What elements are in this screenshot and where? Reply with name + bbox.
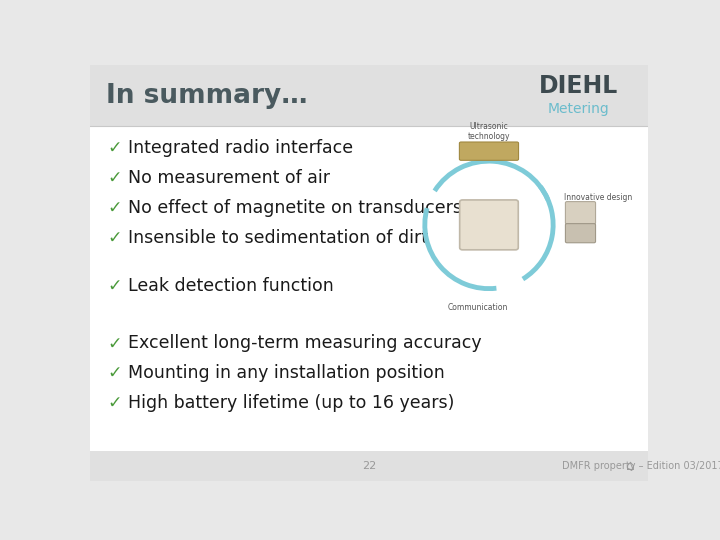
- Text: In summary…: In summary…: [106, 83, 307, 109]
- Text: ✓: ✓: [108, 334, 122, 353]
- Text: Metering: Metering: [547, 102, 609, 116]
- Text: Excellent long-term measuring accuracy: Excellent long-term measuring accuracy: [128, 334, 482, 353]
- Text: No measurement of air: No measurement of air: [128, 169, 330, 187]
- Text: Insensible to sedimentation of dirt: Insensible to sedimentation of dirt: [128, 229, 428, 247]
- Text: DIEHL: DIEHL: [539, 75, 618, 98]
- Bar: [90, 126, 648, 451]
- Text: ⌂: ⌂: [626, 458, 634, 472]
- Text: ✓: ✓: [108, 139, 122, 157]
- Text: High battery lifetime (up to 16 years): High battery lifetime (up to 16 years): [128, 394, 454, 412]
- Text: ✓: ✓: [108, 364, 122, 382]
- Text: Leak detection function: Leak detection function: [128, 277, 333, 295]
- Bar: [90, 65, 648, 126]
- Text: Innovative design: Innovative design: [564, 193, 633, 202]
- Text: ✓: ✓: [108, 394, 122, 412]
- Text: Ultrasonic
technology: Ultrasonic technology: [468, 122, 510, 141]
- Text: ✓: ✓: [108, 199, 122, 217]
- Bar: [90, 451, 648, 481]
- Text: ✓: ✓: [108, 277, 122, 295]
- Text: Communication: Communication: [448, 303, 508, 312]
- Text: Integrated radio interface: Integrated radio interface: [128, 139, 353, 157]
- Text: DMFR property – Edition 03/2017: DMFR property – Edition 03/2017: [562, 461, 720, 471]
- Text: No effect of magnetite on transducers: No effect of magnetite on transducers: [128, 199, 462, 217]
- FancyBboxPatch shape: [459, 142, 518, 160]
- Text: ✓: ✓: [108, 229, 122, 247]
- FancyBboxPatch shape: [459, 200, 518, 250]
- FancyBboxPatch shape: [565, 224, 595, 243]
- FancyBboxPatch shape: [565, 201, 595, 224]
- Text: ✓: ✓: [108, 169, 122, 187]
- Text: 22: 22: [362, 461, 376, 471]
- Text: Mounting in any installation position: Mounting in any installation position: [128, 364, 445, 382]
